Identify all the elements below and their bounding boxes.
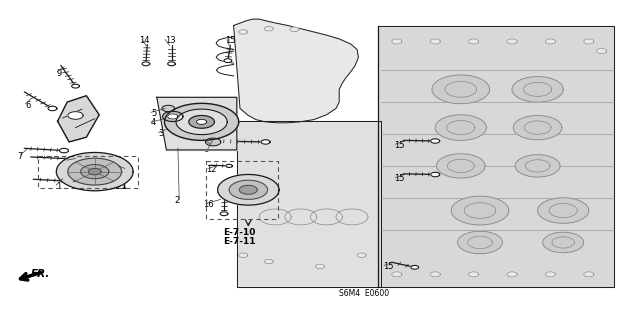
Text: 12: 12 bbox=[206, 165, 216, 174]
Polygon shape bbox=[58, 96, 99, 142]
Text: E-7-11: E-7-11 bbox=[223, 237, 255, 246]
Polygon shape bbox=[392, 272, 402, 277]
Text: 16: 16 bbox=[204, 200, 214, 209]
Polygon shape bbox=[545, 272, 556, 277]
Polygon shape bbox=[316, 264, 324, 269]
Polygon shape bbox=[60, 148, 68, 153]
Polygon shape bbox=[142, 62, 150, 66]
Polygon shape bbox=[65, 179, 74, 183]
Polygon shape bbox=[512, 77, 563, 102]
Text: 15: 15 bbox=[394, 141, 404, 150]
Polygon shape bbox=[430, 39, 440, 44]
Polygon shape bbox=[81, 165, 109, 179]
Text: E-7-10: E-7-10 bbox=[223, 228, 255, 237]
Polygon shape bbox=[545, 39, 556, 44]
Text: FR.: FR. bbox=[31, 269, 50, 279]
Polygon shape bbox=[239, 30, 248, 34]
Text: 11: 11 bbox=[123, 165, 133, 174]
Polygon shape bbox=[378, 26, 614, 287]
Polygon shape bbox=[224, 59, 232, 63]
Polygon shape bbox=[431, 172, 440, 177]
Text: 13: 13 bbox=[165, 36, 176, 45]
Polygon shape bbox=[584, 272, 594, 277]
Polygon shape bbox=[163, 111, 183, 122]
Polygon shape bbox=[168, 62, 175, 66]
Polygon shape bbox=[261, 140, 270, 144]
Polygon shape bbox=[357, 253, 366, 257]
Polygon shape bbox=[468, 39, 479, 44]
Polygon shape bbox=[468, 272, 479, 277]
Polygon shape bbox=[431, 139, 440, 143]
Polygon shape bbox=[432, 75, 490, 104]
Text: 1: 1 bbox=[56, 182, 61, 191]
Text: 10: 10 bbox=[204, 137, 214, 146]
Text: 13: 13 bbox=[65, 157, 76, 166]
Polygon shape bbox=[162, 105, 175, 112]
Polygon shape bbox=[458, 231, 502, 254]
Text: 14: 14 bbox=[140, 36, 150, 45]
Polygon shape bbox=[513, 115, 562, 140]
Polygon shape bbox=[196, 119, 207, 124]
Polygon shape bbox=[392, 39, 402, 44]
Polygon shape bbox=[176, 109, 227, 135]
Polygon shape bbox=[48, 106, 57, 111]
Polygon shape bbox=[239, 185, 257, 194]
Polygon shape bbox=[237, 121, 381, 287]
Polygon shape bbox=[157, 97, 237, 150]
Polygon shape bbox=[116, 164, 125, 169]
Polygon shape bbox=[290, 27, 299, 32]
Text: S6M4  E0600: S6M4 E0600 bbox=[339, 289, 389, 298]
Polygon shape bbox=[264, 26, 273, 31]
Polygon shape bbox=[543, 232, 584, 253]
Polygon shape bbox=[436, 154, 485, 178]
Polygon shape bbox=[584, 39, 594, 44]
Polygon shape bbox=[596, 48, 607, 54]
Polygon shape bbox=[72, 84, 79, 88]
Polygon shape bbox=[515, 155, 560, 177]
Text: 13: 13 bbox=[70, 179, 81, 188]
Polygon shape bbox=[220, 212, 228, 216]
Text: 15: 15 bbox=[225, 36, 236, 45]
Polygon shape bbox=[538, 198, 589, 223]
Polygon shape bbox=[67, 157, 76, 161]
Polygon shape bbox=[218, 174, 279, 205]
Polygon shape bbox=[68, 112, 83, 119]
Polygon shape bbox=[507, 272, 517, 277]
Polygon shape bbox=[88, 168, 101, 175]
Polygon shape bbox=[411, 265, 419, 269]
Text: 4: 4 bbox=[151, 118, 156, 127]
Polygon shape bbox=[451, 196, 509, 225]
Text: 3: 3 bbox=[159, 130, 164, 138]
Polygon shape bbox=[239, 253, 248, 257]
Text: 15: 15 bbox=[394, 174, 404, 183]
Text: 7: 7 bbox=[17, 152, 22, 161]
Text: 9: 9 bbox=[56, 69, 61, 78]
Polygon shape bbox=[226, 164, 232, 167]
Text: 8: 8 bbox=[204, 145, 209, 154]
Polygon shape bbox=[234, 19, 358, 123]
Text: E-6-11: E-6-11 bbox=[95, 182, 127, 191]
Polygon shape bbox=[229, 180, 268, 199]
Text: E-6-10: E-6-10 bbox=[95, 172, 127, 181]
Polygon shape bbox=[507, 39, 517, 44]
Text: 5: 5 bbox=[151, 109, 156, 118]
Text: 6: 6 bbox=[26, 101, 31, 110]
Polygon shape bbox=[189, 115, 214, 128]
Polygon shape bbox=[168, 114, 178, 119]
Polygon shape bbox=[68, 158, 122, 185]
Text: 15: 15 bbox=[383, 262, 393, 271]
Polygon shape bbox=[435, 115, 486, 140]
Polygon shape bbox=[264, 259, 273, 264]
Polygon shape bbox=[164, 103, 239, 140]
Polygon shape bbox=[205, 138, 221, 146]
Polygon shape bbox=[56, 152, 133, 191]
Polygon shape bbox=[430, 272, 440, 277]
Text: 2: 2 bbox=[174, 197, 179, 205]
